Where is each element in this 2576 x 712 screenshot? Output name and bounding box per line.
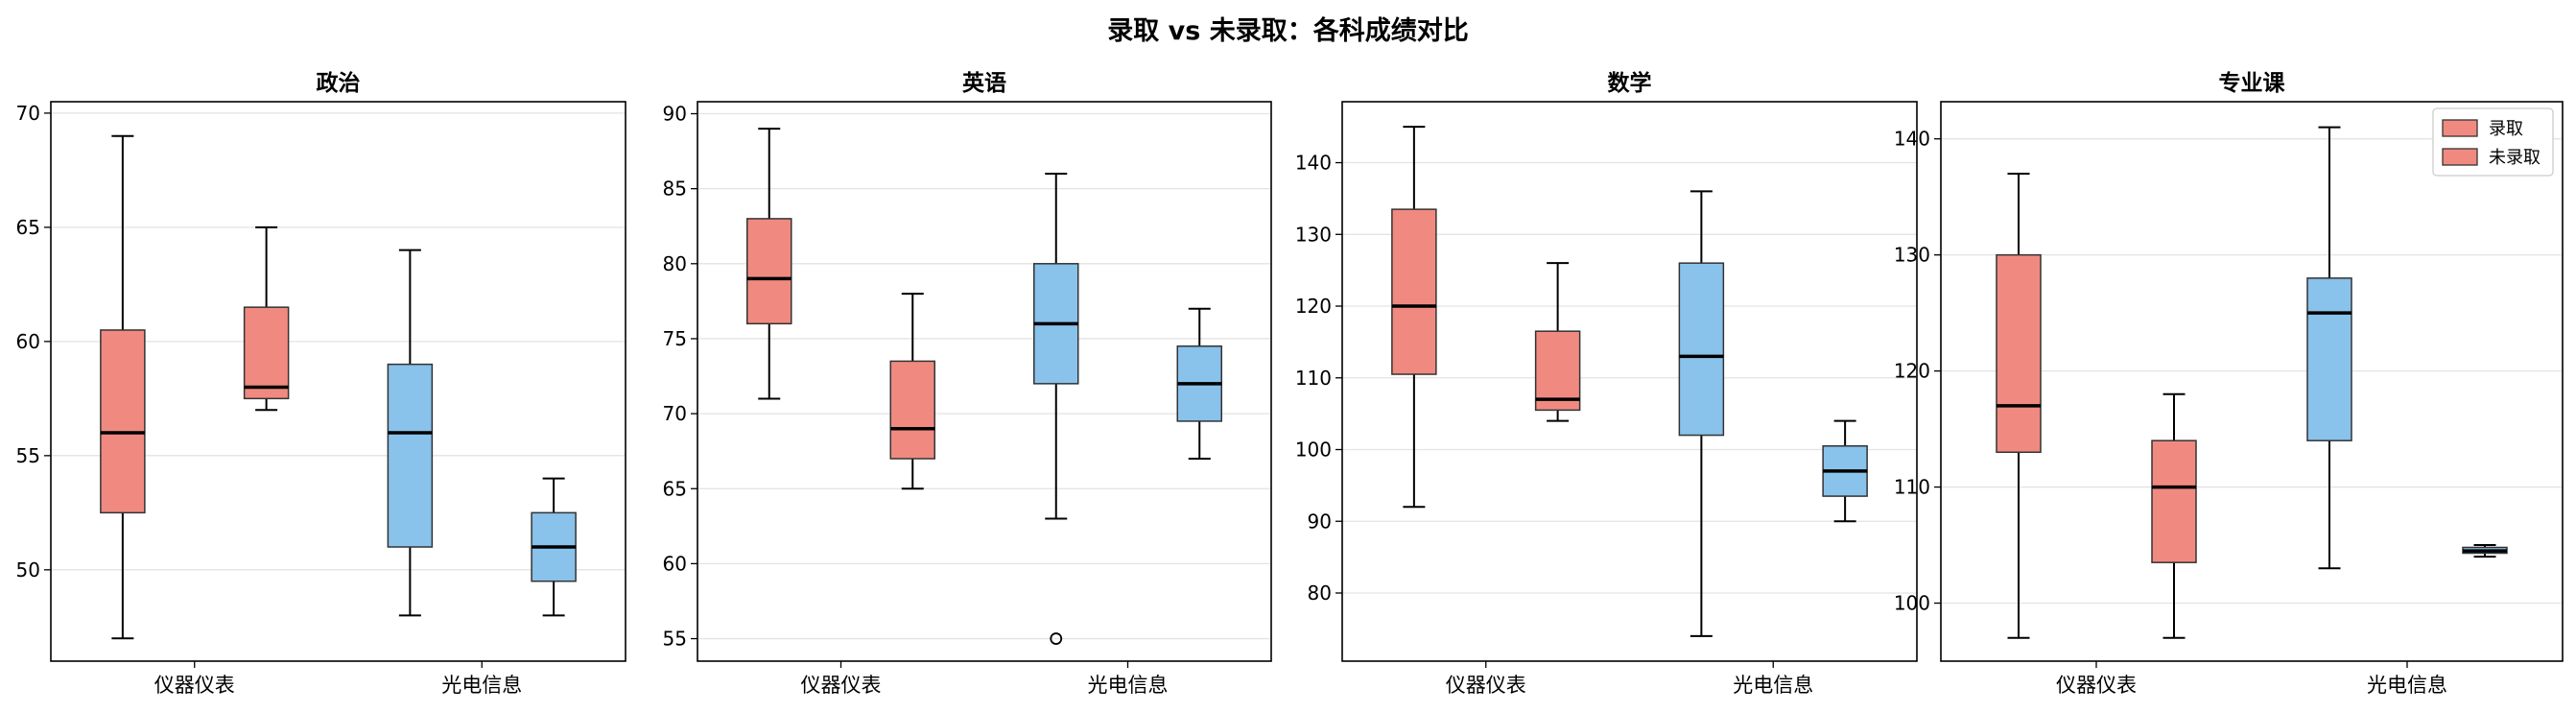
x-tick-label: 光电信息 <box>441 674 522 697</box>
axes-frame <box>1940 101 2564 662</box>
y-tick-label: 60 <box>16 330 40 353</box>
box-光电信息-2 <box>531 477 577 617</box>
y-tick-label: 65 <box>663 477 687 500</box>
box-光电信息-1 <box>1678 190 1725 637</box>
box-body <box>1996 253 2042 454</box>
x-tick-label: 光电信息 <box>2367 674 2447 697</box>
box-光电信息-1 <box>2306 126 2352 570</box>
x-tick-label: 仪器仪表 <box>154 674 235 697</box>
x-tick-label: 光电信息 <box>1088 674 1169 697</box>
box-body <box>2151 439 2197 563</box>
axes-frame <box>697 101 1272 662</box>
box-光电信息-1 <box>1033 173 1079 645</box>
y-tick-label: 110 <box>1295 367 1332 390</box>
legend-swatch <box>2442 148 2478 166</box>
legend-swatch <box>2442 119 2478 137</box>
box-仪器仪表-1 <box>1996 172 2042 639</box>
y-tick-label: 80 <box>663 252 687 275</box>
y-tick-label: 80 <box>1308 581 1332 605</box>
y-tick-label: 90 <box>663 103 687 126</box>
y-tick-label: 55 <box>663 628 687 651</box>
y-tick-label: 70 <box>16 102 40 125</box>
y-tick-label: 120 <box>1295 295 1332 318</box>
box-body <box>746 218 792 325</box>
subplot-title: 专业课 <box>2219 70 2286 96</box>
subplot-2: 55 60 65 70 75 80 85 90 仪器仪表 光电信息 英语 <box>663 70 1272 697</box>
legend-label: 未录取 <box>2489 148 2541 168</box>
box-body <box>100 329 146 514</box>
box-仪器仪表-2 <box>2151 392 2197 639</box>
y-tick-label: 100 <box>1295 439 1332 462</box>
x-tick-label: 仪器仪表 <box>1446 674 1526 697</box>
y-tick-label: 65 <box>16 216 40 239</box>
box-body <box>1391 208 1437 375</box>
box-body <box>2306 277 2352 441</box>
box-光电信息-2 <box>1176 307 1222 460</box>
subplot-4: 100 110 120 130 140 仪器仪表 光电信息 专业课 <box>1894 70 2564 697</box>
subplot-title: 英语 <box>962 70 1006 96</box>
y-tick-label: 55 <box>16 444 40 467</box>
x-tick-label: 光电信息 <box>1733 674 1813 697</box>
y-tick-label: 130 <box>1295 223 1332 246</box>
y-tick-label: 110 <box>1894 476 1930 499</box>
box-光电信息-2 <box>1822 419 1868 523</box>
box-仪器仪表-1 <box>1391 126 1437 509</box>
box-body <box>1534 330 1581 412</box>
box-body <box>889 360 935 460</box>
box-仪器仪表-1 <box>100 134 146 640</box>
legend-label: 录取 <box>2489 119 2523 139</box>
y-tick-label: 100 <box>1894 592 1930 615</box>
y-tick-label: 130 <box>1894 244 1930 267</box>
box-光电信息-1 <box>387 249 434 617</box>
box-仪器仪表-1 <box>746 128 792 400</box>
x-tick-label: 仪器仪表 <box>801 674 882 697</box>
subplot-1: 50 55 60 65 70 仪器仪表 光电信息 政治 <box>16 70 626 697</box>
figure-title: 录取 vs 未录取：各科成绩对比 <box>1107 16 1469 46</box>
box-body <box>243 306 290 400</box>
y-tick-label: 70 <box>663 402 687 425</box>
outlier-point <box>1050 632 1063 645</box>
y-tick-label: 120 <box>1894 360 1930 383</box>
y-tick-label: 90 <box>1308 510 1332 533</box>
subplot-title: 政治 <box>317 70 361 96</box>
axes-frame <box>1341 101 1918 662</box>
box-仪器仪表-2 <box>1534 262 1581 422</box>
box-光电信息-2 <box>2462 544 2508 558</box>
axes-frame <box>50 101 626 662</box>
subplot-3: 80 90 100 110 120 130 140 仪器仪表 光电信息 数学 <box>1295 70 1918 697</box>
x-tick-label: 仪器仪表 <box>2056 674 2137 697</box>
box-仪器仪表-2 <box>243 225 290 412</box>
y-tick-label: 60 <box>663 552 687 575</box>
subplot-title: 数学 <box>1608 70 1652 96</box>
y-tick-label: 50 <box>16 558 40 581</box>
y-tick-label: 140 <box>1295 152 1332 175</box>
box-body <box>1678 262 1725 437</box>
y-tick-label: 85 <box>663 178 687 201</box>
y-tick-label: 75 <box>663 327 687 350</box>
y-tick-label: 140 <box>1894 128 1930 151</box>
box-仪器仪表-2 <box>889 293 935 490</box>
box-body <box>387 363 434 548</box>
